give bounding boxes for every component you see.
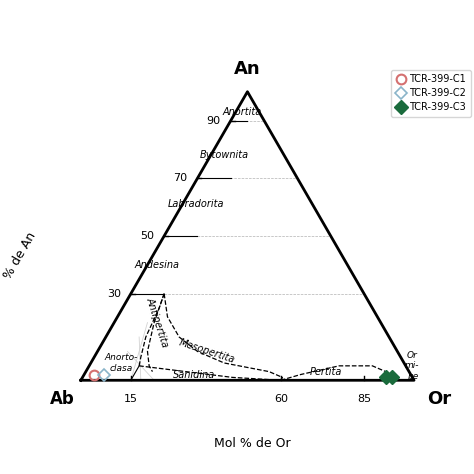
Text: Pertita: Pertita <box>310 366 342 377</box>
Text: 50: 50 <box>140 231 154 241</box>
Text: Bytownita: Bytownita <box>200 150 249 160</box>
Text: 30: 30 <box>107 289 121 299</box>
Text: 60: 60 <box>274 393 288 403</box>
Text: Anorto-
clasa: Anorto- clasa <box>104 353 137 373</box>
Text: Or
mi-
pe: Or mi- pe <box>405 351 419 381</box>
Text: Labradorita: Labradorita <box>167 199 224 209</box>
Legend: TCR-399-C1, TCR-399-C2, TCR-399-C3: TCR-399-C1, TCR-399-C2, TCR-399-C3 <box>391 70 471 117</box>
Text: Ab: Ab <box>49 390 74 408</box>
Text: Mesopertita: Mesopertita <box>178 337 237 365</box>
Text: 90: 90 <box>207 116 221 126</box>
Text: Antipertita: Antipertita <box>145 296 170 349</box>
Text: An: An <box>234 60 261 78</box>
Text: % de An: % de An <box>2 229 39 281</box>
Text: Andesina: Andesina <box>135 260 180 270</box>
Text: Anortita: Anortita <box>223 107 262 117</box>
Text: 70: 70 <box>173 173 187 183</box>
Text: Mol % de Or: Mol % de Or <box>214 437 291 449</box>
Text: 85: 85 <box>357 393 371 403</box>
Text: Or: Or <box>428 390 452 408</box>
Text: 15: 15 <box>124 393 138 403</box>
Text: Sanidina: Sanidina <box>173 370 215 380</box>
